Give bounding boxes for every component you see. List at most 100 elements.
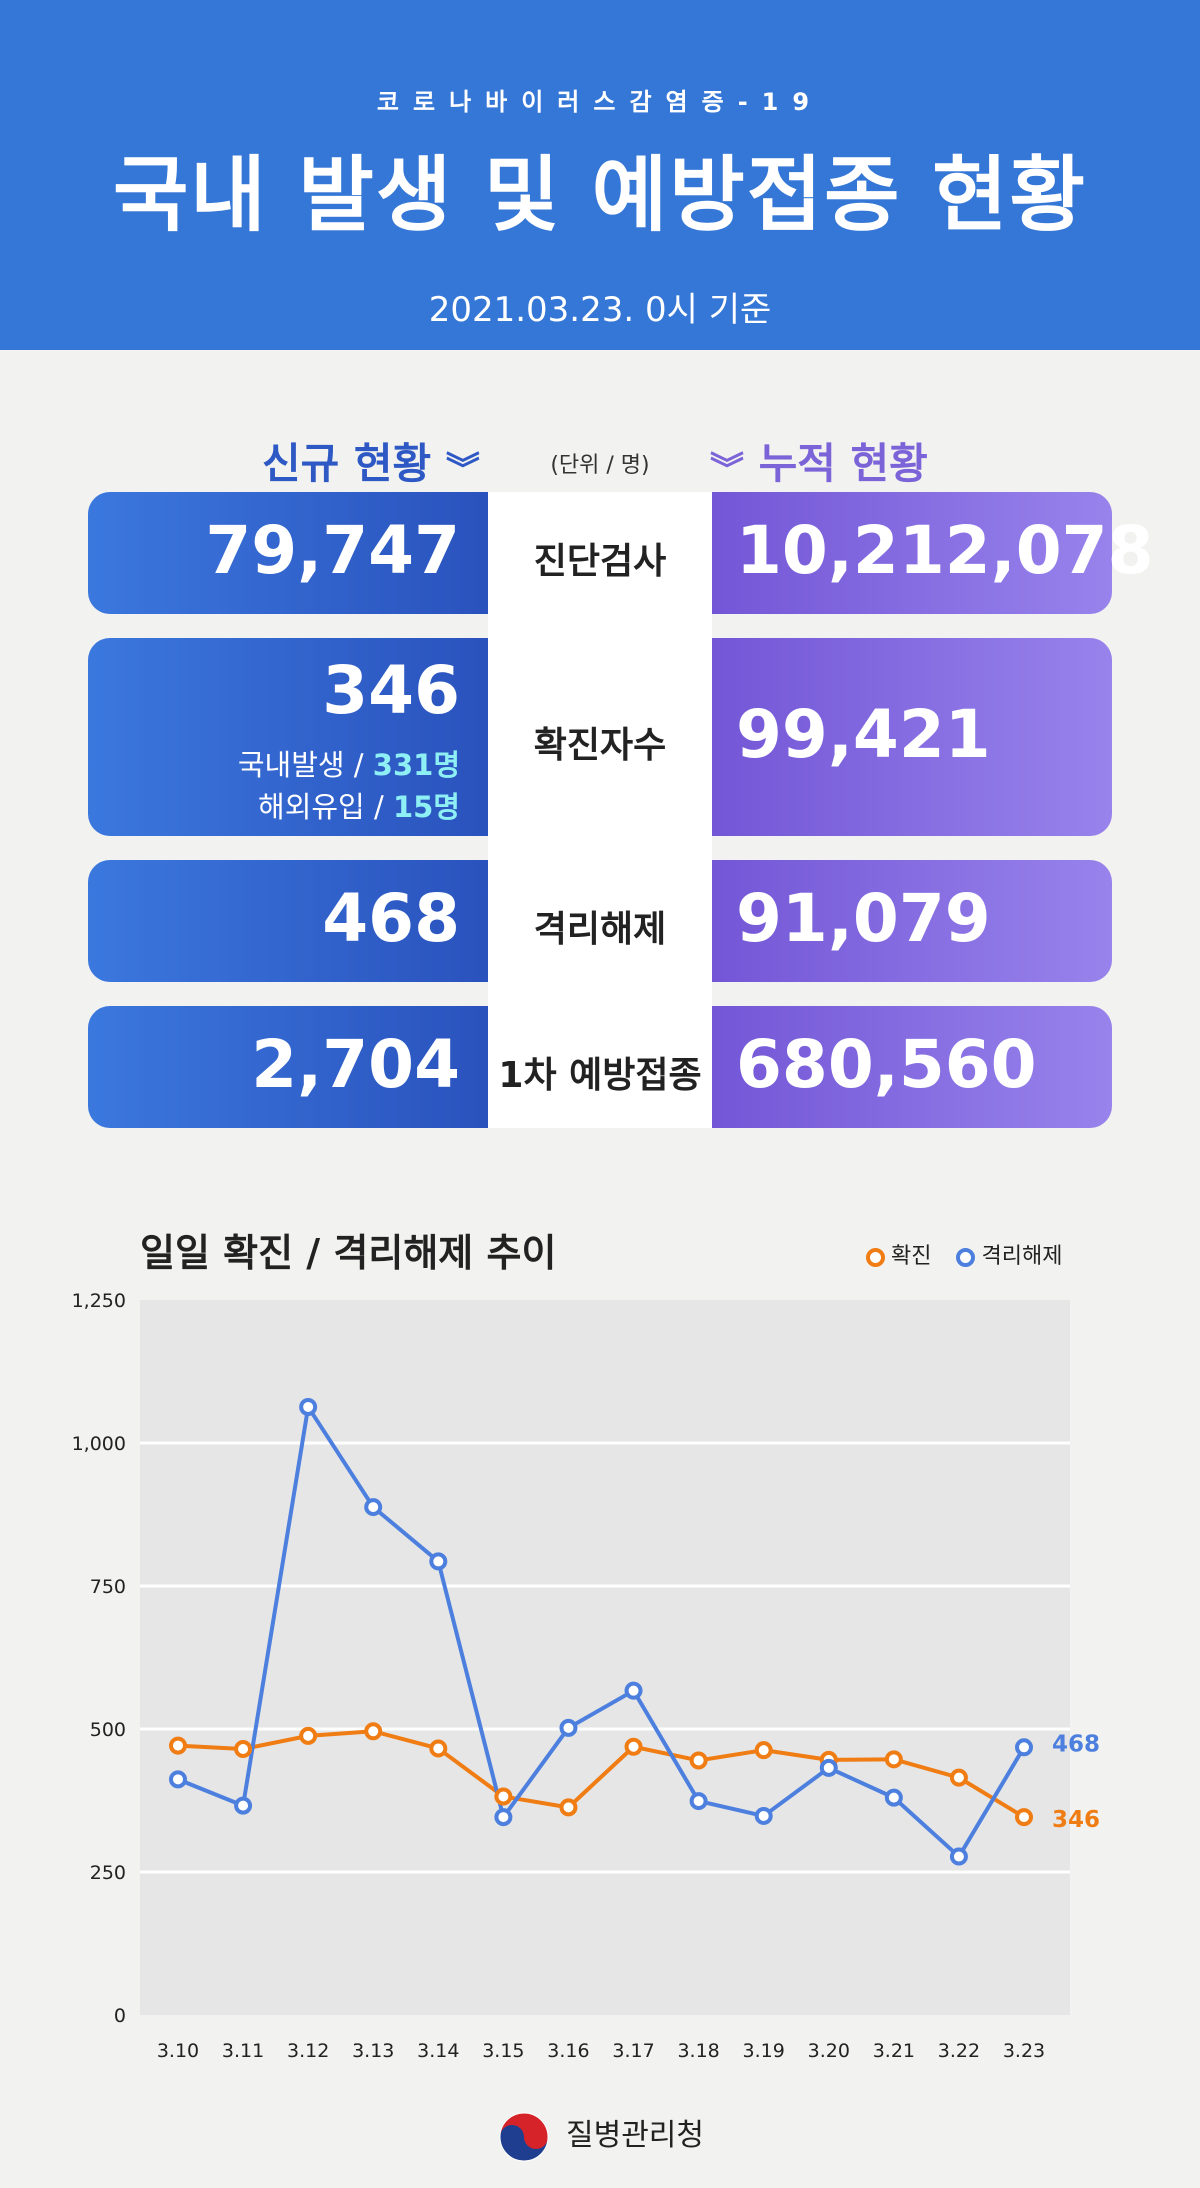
imported-value: 15명 — [392, 790, 460, 824]
domestic-value: 331명 — [372, 748, 460, 782]
domestic-label: 국내발생 / — [237, 748, 364, 782]
data-point-confirmed — [624, 1737, 643, 1756]
x-tick-label: 3.14 — [417, 2040, 459, 2062]
new-status-label: 신규 현황 — [262, 439, 432, 488]
data-point-confirmed — [429, 1739, 448, 1758]
x-tick-label: 3.20 — [808, 2040, 850, 2062]
data-point-released — [689, 1792, 708, 1811]
cum-tests-card: 10,212,078 — [712, 492, 1154, 614]
x-tick-label: 3.18 — [677, 2040, 719, 2062]
new-vaccination-value: 2,704 — [251, 1026, 460, 1103]
data-point-released — [299, 1397, 318, 1416]
vaccination-label: 1차 예방접종 — [498, 1055, 702, 1096]
data-point-confirmed — [169, 1736, 187, 1755]
new-released-value: 468 — [322, 880, 460, 957]
legend-label-confirmed: 확진 — [891, 1244, 932, 1269]
data-point-confirmed — [754, 1741, 773, 1760]
new-tests-card: 79,747 — [88, 492, 488, 614]
data-point-released — [949, 1847, 968, 1866]
domestic-breakdown: 국내발생 / 331명 — [238, 742, 460, 784]
new-released-card: 468 — [88, 860, 488, 982]
new-status-heading: 신규 현황 ︾ — [262, 430, 480, 491]
unit-label: (단위 / 명) — [550, 453, 650, 478]
data-point-confirmed — [494, 1787, 513, 1806]
y-tick-label: 500 — [90, 1719, 126, 1741]
imported-label: 해외유입 / — [258, 790, 384, 824]
agency-name: 질병관리청 — [566, 2118, 704, 2153]
data-point-released — [429, 1552, 448, 1571]
x-tick-label: 3.11 — [222, 2040, 264, 2062]
chevron-down-icon: ︾ — [445, 450, 480, 490]
released-label: 격리해제 — [533, 909, 667, 950]
data-point-confirmed — [1015, 1808, 1033, 1827]
x-tick-label: 3.13 — [352, 2040, 394, 2062]
data-point-released — [169, 1770, 187, 1789]
cum-confirmed-value: 99,421 — [736, 696, 991, 773]
end-label-released: 468 — [1052, 1731, 1100, 1757]
data-point-released — [819, 1758, 838, 1777]
data-point-confirmed — [884, 1750, 903, 1769]
chevron-down-icon: ︾ — [710, 450, 744, 490]
report-date: 2021.03.23. 0시 기준 — [428, 290, 772, 330]
x-tick-label: 3.19 — [743, 2040, 785, 2062]
end-label-confirmed: 346 — [1052, 1807, 1100, 1833]
imported-breakdown: 해외유입 / 15명 — [258, 784, 460, 826]
footer: 질병관리청 — [498, 2110, 704, 2163]
line-chart: 0 250 500 750 1,000 1,250 3.10 3.11 3.12 3.13 3.14… — [72, 1290, 1100, 2062]
data-point-released — [624, 1681, 643, 1700]
new-tests-value: 79,747 — [205, 512, 460, 589]
cum-released-value: 91,079 — [736, 880, 991, 957]
data-point-confirmed — [559, 1798, 578, 1817]
cum-released-card: 91,079 — [712, 860, 1112, 982]
header: 코로나바이러스감염증-19 국내 발생 및 예방접종 현황 2021.03.23… — [0, 0, 1200, 350]
data-point-released — [494, 1808, 513, 1827]
series-line-released — [177, 1404, 1026, 1859]
cum-tests-value: 10,212,078 — [736, 512, 1154, 589]
new-vaccination-card: 2,704 — [88, 1006, 488, 1128]
tests-label: 진단검사 — [533, 541, 667, 582]
new-confirmed-card: 346 국내발생 / 331명 해외유입 / 15명 — [88, 638, 488, 836]
header-subtitle: 코로나바이러스감염증-19 — [376, 88, 824, 116]
data-point-confirmed — [234, 1740, 253, 1759]
data-point-confirmed — [299, 1726, 318, 1745]
confirmed-label: 확진자수 — [533, 725, 667, 766]
y-tick-label: 750 — [90, 1576, 126, 1598]
legend-marker-released — [956, 1247, 976, 1267]
x-tick-label: 3.12 — [287, 2040, 329, 2062]
y-tick-label: 0 — [114, 2005, 126, 2027]
cum-confirmed-card: 99,421 — [712, 638, 1112, 836]
cum-vaccination-card: 680,560 — [712, 1006, 1112, 1128]
x-tick-label: 3.17 — [612, 2040, 654, 2062]
series-line-confirmed — [177, 1729, 1026, 1819]
government-emblem-icon — [499, 2112, 549, 2161]
cum-vaccination-value: 680,560 — [736, 1026, 1037, 1103]
legend-label-released: 격리해제 — [981, 1244, 1063, 1269]
legend-marker-confirmed — [866, 1247, 885, 1267]
legend-item-confirmed: 확진 — [866, 1244, 938, 1269]
data-point-released — [234, 1796, 253, 1815]
cumulative-status-heading: ︾ 누적 현황 — [710, 430, 928, 491]
legend-item-released: 격리해제 — [956, 1244, 1062, 1269]
x-tick-label: 3.22 — [938, 2040, 980, 2062]
x-tick-label: 3.15 — [482, 2040, 524, 2062]
x-tick-label: 3.10 — [157, 2040, 199, 2062]
x-tick-label: 3.21 — [873, 2040, 915, 2062]
data-point-released — [1015, 1738, 1033, 1757]
y-tick-label: 250 — [90, 1862, 126, 1884]
center-label-column — [488, 492, 712, 1128]
data-point-released — [884, 1788, 903, 1807]
data-point-confirmed — [949, 1768, 968, 1787]
page-title: 국내 발생 및 예방접종 현황 — [112, 148, 1088, 243]
data-point-confirmed — [689, 1751, 708, 1770]
chart-legend: 확진 격리해제 — [866, 1238, 1080, 1270]
x-tick-label: 3.16 — [547, 2040, 589, 2062]
cumulative-status-label: 누적 현황 — [758, 439, 928, 488]
data-point-released — [364, 1498, 383, 1517]
data-point-released — [559, 1718, 578, 1737]
data-point-released — [754, 1806, 773, 1825]
y-tick-label: 1,000 — [72, 1433, 126, 1455]
chart-title: 일일 확진 / 격리해제 추이 — [140, 1231, 557, 1275]
plot-area — [140, 1300, 1070, 2015]
data-point-confirmed — [364, 1722, 383, 1741]
new-confirmed-value: 346 — [322, 652, 460, 729]
